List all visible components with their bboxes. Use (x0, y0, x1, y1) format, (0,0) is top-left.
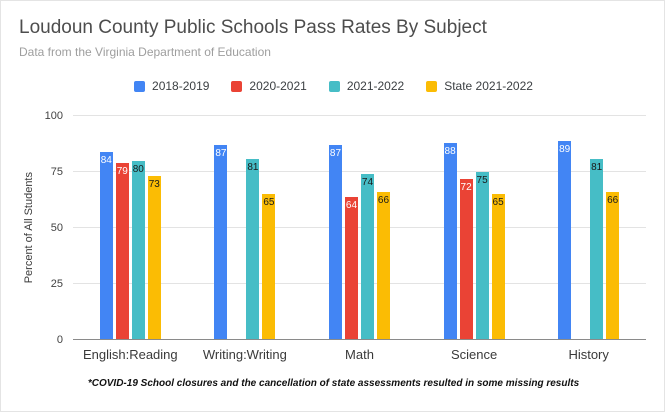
bar-group: 89 81 66 (531, 116, 646, 340)
bar: 81 (590, 158, 604, 340)
bar: 75 (475, 172, 489, 340)
chart-body: Percent of All Students 0 25 50 75 100 84 79 8… (19, 110, 648, 362)
x-axis-label: Math (345, 347, 374, 362)
bar: 79 (115, 163, 129, 340)
legend-swatch-icon (328, 80, 340, 92)
y-tick-label: 0 (56, 334, 63, 346)
bar: 73 (147, 176, 161, 340)
bar-group: 88 72 75 65 (417, 116, 532, 340)
bar: 89 (558, 140, 572, 340)
chart-subtitle: Data from the Virginia Department of Edu… (19, 45, 271, 59)
bar: 66 (606, 192, 620, 340)
x-axis-label: History (568, 347, 609, 362)
bar-value-label: 80 (132, 163, 144, 175)
bar: 72 (459, 178, 473, 340)
y-tick-label: 75 (50, 166, 63, 178)
bar: 87 (214, 145, 228, 340)
gridline (73, 283, 646, 284)
legend-item: State 2021-2022 (426, 79, 533, 93)
bar-group: 87 81 65 (188, 116, 303, 340)
bar-value-label: 64 (345, 199, 358, 211)
y-tick-label: 50 (50, 222, 63, 234)
bar-value-label: 87 (329, 148, 342, 160)
bar: 84 (99, 151, 113, 340)
legend-item: 2018-2019 (134, 79, 209, 93)
legend-swatch-icon (231, 80, 243, 92)
bar-value-label: 74 (361, 177, 374, 189)
bar-value-label: 79 (116, 166, 128, 178)
bar: 81 (246, 158, 260, 340)
bar-value-label: 89 (559, 143, 571, 155)
bar-value-label: 81 (591, 161, 603, 173)
bar-value-label: 65 (263, 197, 275, 209)
bar-value-label: 65 (492, 197, 504, 209)
bar-value-label: 66 (607, 195, 619, 207)
bar: 65 (262, 194, 276, 340)
plot-wrap: 84 79 80 73 87 81 65 87 64 74 66 88 72 75 65 89 81 66 Eng… (73, 115, 646, 362)
x-axis-label: Writing:Writing (202, 347, 287, 362)
bar-group: 87 64 74 66 (302, 116, 417, 340)
bar-value-label: 66 (377, 195, 390, 207)
legend-item: 2021-2022 (328, 79, 405, 93)
bar-value-label: 73 (148, 179, 160, 191)
plot-area: 84 79 80 73 87 81 65 87 64 74 66 88 72 75 65 89 81 66 (73, 115, 646, 340)
bar-value-label: 88 (444, 145, 456, 157)
y-tick-label: 100 (44, 110, 63, 122)
bar-value-label: 87 (215, 148, 227, 160)
gridline (73, 115, 646, 116)
x-axis-label: Science (450, 347, 498, 362)
bar-group: 84 79 80 73 (73, 116, 188, 340)
bar-value-label: 72 (460, 181, 472, 193)
bar: 66 (376, 192, 390, 340)
chart-title: Loudoun County Public Schools Pass Rates… (19, 17, 487, 38)
y-axis-ticks: 0 25 50 75 100 (39, 110, 73, 346)
bar: 87 (328, 145, 342, 340)
bar-value-label: 84 (100, 154, 112, 166)
y-axis-title: Percent of All Students (23, 172, 35, 284)
y-axis-title-column: Percent of All Students (19, 116, 39, 340)
x-axis-line (73, 339, 646, 340)
legend-label: 2021-2022 (346, 79, 405, 93)
legend-label: 2018-2019 (152, 79, 210, 93)
legend-label: 2020-2021 (249, 79, 307, 93)
bar-value-label: 81 (247, 161, 259, 173)
bar: 80 (131, 160, 145, 340)
bar-value-label: 75 (476, 175, 488, 186)
bar: 88 (443, 142, 457, 340)
legend: 2018-2019 2020-2021 2021-2022 State 2021-20… (19, 78, 648, 94)
bar: 74 (360, 174, 374, 340)
gridline (73, 171, 646, 172)
legend-label: State 2021-2022 (444, 79, 533, 93)
legend-swatch-icon (134, 80, 146, 92)
legend-swatch-icon (426, 80, 438, 92)
bar: 65 (491, 194, 505, 340)
x-axis-labels: English:Reading Writing:Writing Math Scienc… (73, 347, 646, 362)
gridline (73, 227, 646, 228)
chart-footnote: *COVID-19 School closures and the cancel… (87, 378, 580, 389)
y-tick-label: 25 (50, 278, 63, 290)
legend-item: 2020-2021 (231, 79, 307, 93)
bar-groups: 84 79 80 73 87 81 65 87 64 74 66 88 72 75 65 89 81 66 (73, 116, 646, 340)
bar: 64 (344, 196, 358, 340)
x-axis-label: English:Reading (82, 347, 178, 362)
